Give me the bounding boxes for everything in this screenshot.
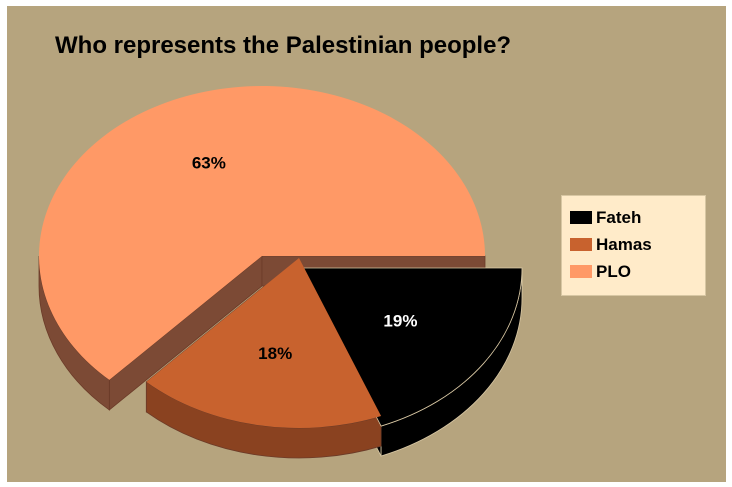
chart-area: Who represents the Palestinian people? 1… bbox=[7, 6, 726, 482]
legend-item-fateh: Fateh bbox=[570, 204, 705, 231]
fateh-data-label: 19% bbox=[383, 312, 417, 331]
legend-label: Fateh bbox=[596, 207, 642, 227]
pie-chart: 19% 18% 63% bbox=[38, 86, 523, 459]
fateh-slice bbox=[298, 267, 523, 427]
legend-swatch bbox=[570, 211, 592, 224]
legend-swatch bbox=[570, 265, 592, 278]
legend-item-hamas: Hamas bbox=[570, 231, 705, 258]
legend-label: PLO bbox=[596, 261, 631, 281]
legend: Fateh Hamas PLO bbox=[561, 195, 706, 296]
chart-title: Who represents the Palestinian people? bbox=[55, 32, 512, 59]
legend-swatch bbox=[570, 238, 592, 251]
hamas-data-label: 18% bbox=[258, 344, 292, 363]
legend-label: Hamas bbox=[596, 234, 652, 254]
legend-item-plo: PLO bbox=[570, 258, 705, 285]
plo-slice bbox=[39, 86, 486, 380]
hamas-slice bbox=[146, 258, 382, 429]
plo-data-label: 63% bbox=[192, 153, 226, 172]
